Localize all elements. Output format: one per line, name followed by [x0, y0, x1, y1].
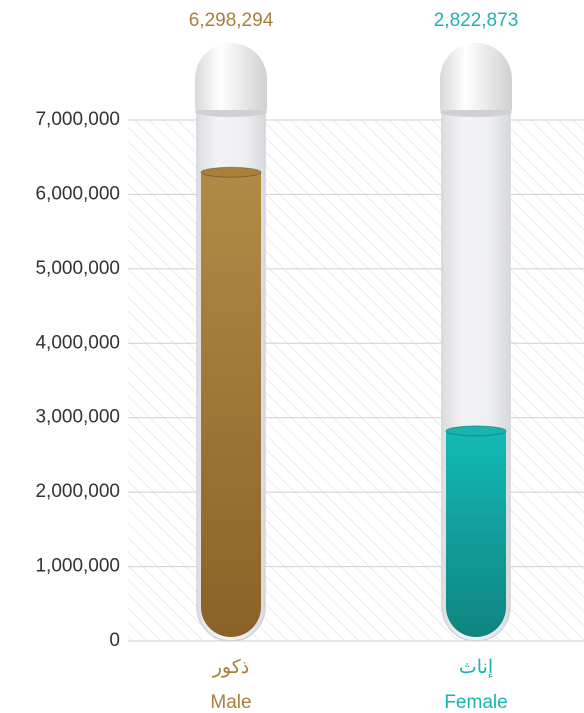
liquid-surface: [445, 425, 507, 437]
y-tick-label: 2,000,000: [35, 481, 120, 502]
x-tick-label: Female: [444, 692, 507, 713]
tube-cap: [195, 43, 267, 110]
tube-liquid: [201, 172, 261, 637]
x-tick-label-ar: ذكور: [212, 657, 250, 678]
y-tick-label: 4,000,000: [35, 332, 120, 353]
value-label: 2,822,873: [434, 10, 519, 31]
y-tick-label: 1,000,000: [35, 556, 120, 577]
value-label: 6,298,294: [189, 10, 274, 31]
liquid-surface: [200, 166, 262, 178]
tube-cap: [440, 43, 512, 110]
y-tick-label: 0: [109, 630, 120, 651]
y-tick-label: 3,000,000: [35, 407, 120, 428]
tube-liquid: [446, 430, 506, 637]
y-tick-label: 6,000,000: [35, 183, 120, 204]
x-tick-label-ar: إناث: [459, 657, 493, 678]
x-tick-label: Male: [210, 692, 251, 713]
y-tick-label: 7,000,000: [35, 109, 120, 130]
y-tick-label: 5,000,000: [35, 258, 120, 279]
